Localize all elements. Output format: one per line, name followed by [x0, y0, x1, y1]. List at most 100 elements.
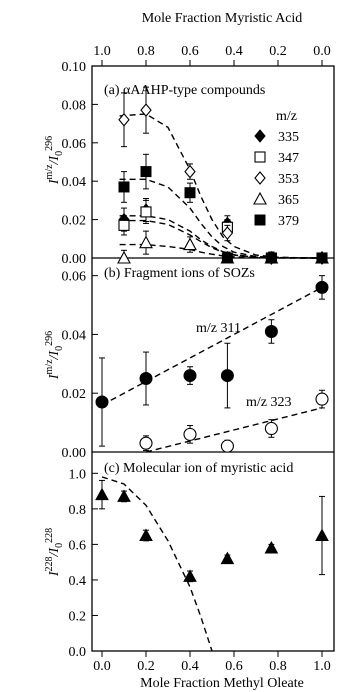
series-annotation: m/z 323 — [246, 395, 292, 410]
data-point — [139, 436, 153, 450]
y-axis-title-part: 0 — [54, 543, 65, 548]
panel-title: (b) Fragment ions of SOZs — [104, 266, 255, 281]
bottom-axis-tick-label: 0.4 — [181, 659, 199, 674]
data-point — [264, 421, 278, 436]
y-axis-title-part: m/z — [44, 359, 55, 375]
data-point — [315, 392, 329, 406]
data-point — [220, 439, 234, 453]
data-point — [95, 395, 109, 409]
data-point — [184, 187, 196, 199]
y-axis-tick-label: 0.06 — [62, 270, 87, 285]
data-point — [264, 540, 279, 554]
top-axis-tick-label: 0.2 — [269, 44, 287, 59]
legend-label: 353 — [278, 172, 299, 187]
y-axis-title-part: 0 — [54, 151, 65, 156]
top-axis-tick-label: 1.0 — [93, 44, 111, 59]
data-point — [140, 166, 152, 178]
data-point — [183, 369, 197, 383]
bottom-axis-tick-label: 0.2 — [137, 659, 155, 674]
fit-curve — [101, 286, 323, 406]
legend-title: m/z — [276, 109, 297, 124]
data-point — [315, 280, 329, 294]
data-point — [221, 226, 234, 240]
legend-marker — [253, 191, 267, 205]
data-point — [139, 372, 153, 386]
legend-label: 379 — [278, 214, 299, 229]
data-point — [221, 252, 233, 264]
data-point — [264, 324, 278, 338]
top-axis-tick-label: 0.6 — [181, 44, 199, 59]
data-point — [315, 528, 329, 542]
plot-frame — [91, 65, 335, 652]
bottom-axis-title: Mole Fraction Methyl Oleate — [140, 676, 304, 691]
data-point — [183, 569, 197, 582]
y-axis-tick-label: 0.08 — [62, 98, 87, 113]
bottom-axis-tick-label: 0.0 — [93, 659, 111, 674]
data-point — [117, 250, 131, 264]
data-point — [220, 551, 235, 565]
fit-curve — [119, 243, 322, 259]
y-axis-tick-label: 0.4 — [69, 574, 87, 589]
data-point — [316, 252, 328, 264]
fit-curve — [119, 219, 322, 259]
bottom-axis-tick-label: 1.0 — [313, 659, 331, 674]
data-point — [265, 252, 277, 264]
y-axis-tick-label: 0.04 — [62, 328, 87, 343]
y-axis-title-part: I — [47, 178, 62, 185]
legend-marker — [254, 151, 266, 163]
marks-layer — [95, 86, 329, 652]
bottom-axis-tick-label: 0.6 — [225, 659, 243, 674]
y-axis-tick-label: 0.02 — [62, 387, 87, 402]
data-point — [184, 164, 196, 179]
data-point — [220, 369, 234, 383]
fit-curve — [119, 113, 323, 259]
legend-marker — [254, 129, 266, 143]
top-axis-tick-label: 0.0 — [313, 44, 331, 59]
y-axis-tick-label: 0.06 — [62, 137, 87, 152]
y-axis-title-part: 0 — [54, 346, 65, 351]
y-axis-tick-label: 0.10 — [62, 60, 87, 75]
data-point — [183, 427, 197, 441]
y-axis-title-part: 296 — [44, 331, 55, 346]
panel-title: (c) Molecular ion of myristic acid — [104, 461, 293, 476]
bottom-axis-tick-label: 0.8 — [269, 659, 287, 674]
legend-label: 335 — [278, 130, 299, 145]
y-axis-title-part: 228 — [44, 528, 55, 543]
y-axis-tick-label: 0.8 — [69, 503, 87, 518]
y-axis-tick-label: 0.2 — [69, 609, 87, 624]
y-axis-tick-label: 0.04 — [62, 175, 87, 190]
y-axis-title: Im/z/I0296 — [44, 136, 65, 185]
data-point — [117, 489, 131, 502]
panel-title: (a) αAAHP-type compounds — [104, 83, 265, 98]
y-axis-title-part: m/z — [44, 164, 55, 180]
y-axis-tick-label: 0.00 — [62, 446, 87, 461]
y-axis-tick-label: 0.02 — [62, 214, 87, 229]
y-axis-tick-label: 0.6 — [69, 538, 87, 553]
y-axis-title-part: I — [47, 570, 62, 577]
y-axis-title-part: I — [47, 373, 62, 380]
legend-marker — [254, 214, 266, 226]
axes-layer: 1.0 0.8 0.6 0.4 0.2 0.0 0.0 0.2 0.4 0.6 0.8 1.0 (a) … — [44, 44, 335, 674]
y-axis-title-part: /I — [47, 547, 62, 558]
y-axis-title: I228/I0228 — [44, 528, 65, 577]
data-point — [140, 103, 152, 118]
legend-label: 347 — [278, 151, 299, 166]
y-axis-title-part: 228 — [44, 556, 55, 571]
data-point — [140, 206, 152, 218]
top-axis-tick-label: 0.4 — [225, 44, 243, 59]
data-point — [139, 235, 153, 249]
y-axis-title-part: /I — [47, 350, 62, 361]
series-annotation: m/z 311 — [196, 321, 241, 336]
top-axis-tick-label: 0.8 — [137, 44, 155, 59]
fit-curve — [101, 476, 213, 652]
data-point — [139, 528, 153, 542]
top-axis-title: Mole Fraction Myristic Acid — [142, 11, 303, 26]
y-axis-title: Im/z/I0296 — [44, 331, 65, 380]
data-point — [118, 112, 130, 127]
legend-label: 365 — [278, 193, 299, 208]
y-axis-title-part: 296 — [44, 136, 55, 151]
y-axis-tick-label: 1.0 — [69, 467, 87, 482]
data-point — [95, 487, 109, 501]
y-axis-tick-label: 0.0 — [69, 645, 87, 660]
